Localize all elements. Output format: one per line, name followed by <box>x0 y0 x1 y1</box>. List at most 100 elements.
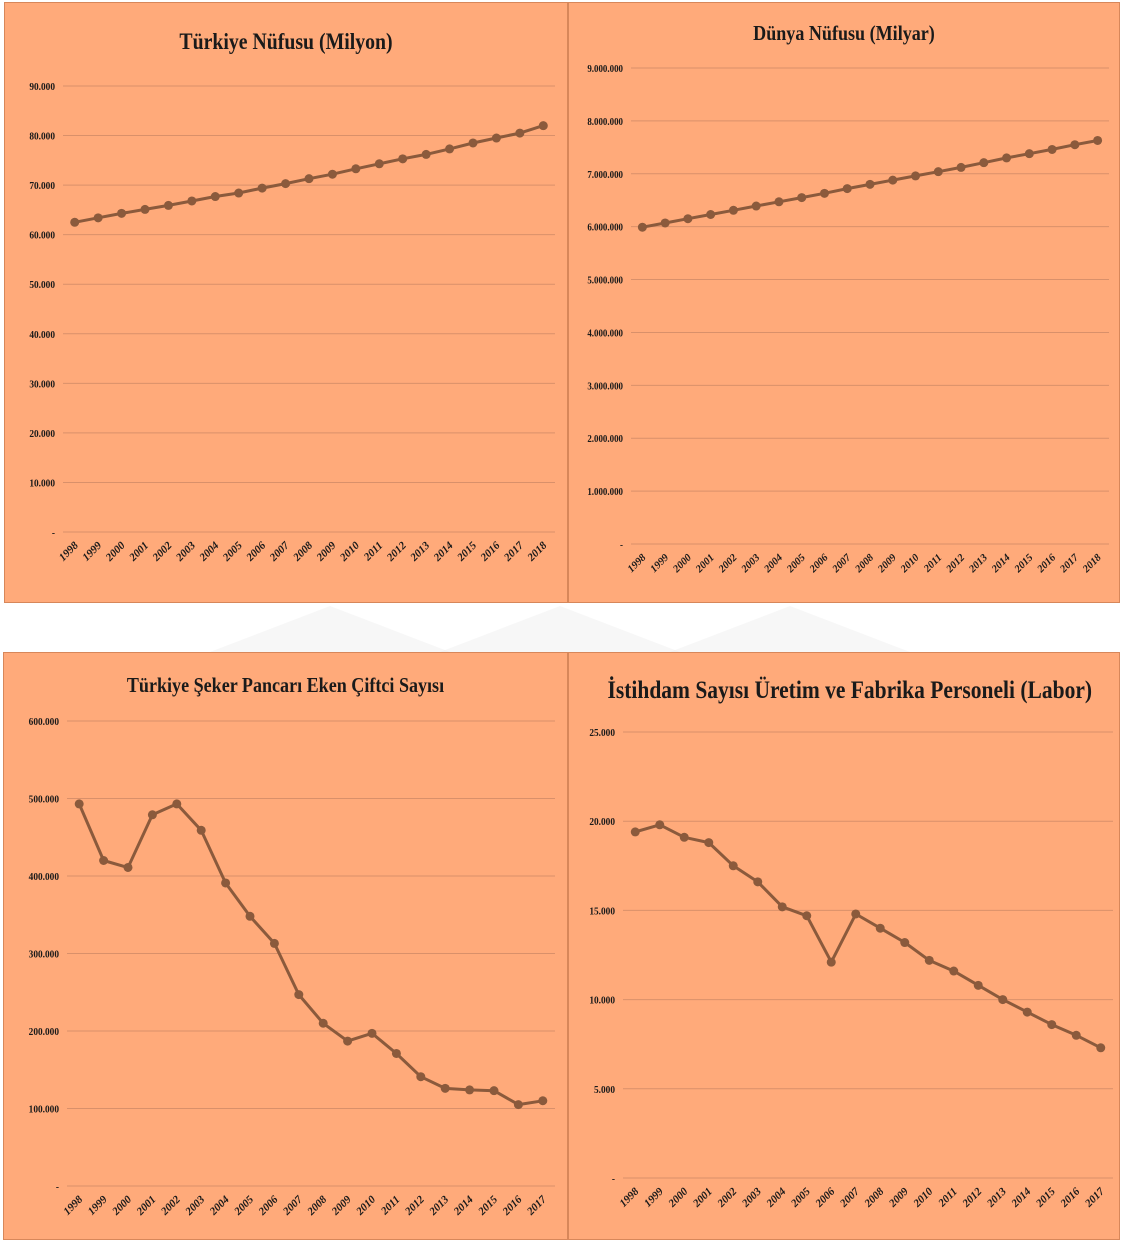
x-tick-label: 2003 <box>739 552 762 575</box>
x-tick-label: 2006 <box>244 539 269 564</box>
y-tick-label: 500.000 <box>29 794 59 806</box>
data-point <box>123 862 133 872</box>
x-tick-label: 2012 <box>384 539 409 564</box>
data-point <box>257 183 267 193</box>
data-point <box>93 213 103 223</box>
data-point <box>728 205 738 215</box>
x-tick-label: 2006 <box>813 1185 838 1210</box>
x-tick-label: 2017 <box>1058 552 1082 576</box>
y-tick-label: 15.000 <box>589 906 615 918</box>
x-tick-label: 2008 <box>305 1193 330 1218</box>
data-point <box>416 1072 426 1082</box>
y-tick-label: 4.000.000 <box>587 328 623 340</box>
y-tick-label: 20.000 <box>29 428 55 440</box>
data-point <box>304 174 314 184</box>
x-tick-label: 2007 <box>830 552 854 576</box>
x-tick-label: 2017 <box>524 1193 549 1218</box>
y-tick-label: 9.000.000 <box>587 63 623 75</box>
y-tick-label: 7.000.000 <box>587 169 623 181</box>
watermark-shape-left <box>210 606 450 652</box>
chart-title: İstihdam Sayısı Üretim ve Fabrika Person… <box>607 677 1093 704</box>
x-tick-label: 2015 <box>475 1193 500 1218</box>
data-point <box>637 222 647 232</box>
x-tick-label: 2012 <box>402 1193 427 1218</box>
x-tick-label: 2003 <box>739 1185 764 1210</box>
x-tick-label: 2003 <box>173 539 198 564</box>
data-point <box>753 877 763 887</box>
x-tick-label: 2005 <box>788 1185 813 1210</box>
x-tick-label: 2001 <box>134 1194 159 1219</box>
chart-title: Türkiye Nüfusu (Milyon) <box>179 29 393 54</box>
data-point <box>1071 1030 1081 1040</box>
data-point <box>187 196 197 206</box>
x-tick-label: 2002 <box>715 1185 740 1210</box>
data-point <box>802 911 812 921</box>
x-tick-label: 2017 <box>1082 1185 1107 1210</box>
data-point <box>99 856 109 865</box>
x-tick-label: 2013 <box>408 539 433 564</box>
x-tick-label: 2016 <box>500 1193 525 1218</box>
data-point <box>440 1083 450 1093</box>
data-point <box>538 1096 548 1106</box>
x-tick-label: 2000 <box>109 1193 134 1218</box>
y-tick-label: - <box>620 539 623 551</box>
x-tick-label: 2014 <box>451 1193 476 1218</box>
series-line <box>634 823 1102 1050</box>
x-tick-label: 2006 <box>256 1193 281 1218</box>
chart-title: Dünya Nüfusu (Milyar) <box>753 21 935 45</box>
data-point <box>956 162 966 172</box>
line-chart: - 100.000 200.000 300.000 400.000 500.000 600.… <box>29 716 555 1219</box>
data-point <box>1047 144 1057 154</box>
y-tick-label: - <box>612 1173 616 1185</box>
data-point <box>1002 153 1012 163</box>
x-tick-label: 1999 <box>649 552 672 575</box>
data-point <box>489 1086 499 1096</box>
y-tick-label: 3.000.000 <box>587 381 623 393</box>
x-tick-label: 2009 <box>886 1185 911 1210</box>
data-point <box>172 799 182 809</box>
data-point <box>851 909 861 919</box>
chart-panel-istihdam-sayisi: İstihdam Sayısı Üretim ve Fabrika Person… <box>568 652 1120 1240</box>
data-point <box>234 188 244 198</box>
x-tick-label: 2013 <box>984 1185 1009 1210</box>
x-tick-label: 2000 <box>671 552 695 576</box>
data-point <box>196 825 206 835</box>
x-tick-label: 2006 <box>807 552 831 576</box>
data-point <box>117 208 127 218</box>
y-tick-label: 90.000 <box>29 81 55 93</box>
x-tick-label: 1998 <box>626 552 649 575</box>
line-chart: - 1.000.000 2.000.000 3.000.000 4.000.000 5.0… <box>587 63 1109 576</box>
x-tick-label: 2002 <box>158 1193 183 1218</box>
data-point <box>998 995 1008 1005</box>
data-point <box>513 1100 523 1110</box>
chart-panel-turkiye-nufusu: Türkiye Nüfusu (Milyon) - 10.000 20.000 30.… <box>4 2 568 603</box>
data-point <box>491 133 501 143</box>
x-tick-label: 2015 <box>454 539 479 564</box>
x-tick-label: 2011 <box>936 1186 960 1210</box>
x-tick-label: 1999 <box>80 539 104 563</box>
x-tick-label: 2001 <box>690 1186 715 1211</box>
chart-panel-dunya-nufusu: Dünya Nüfusu (Milyar) - 1.000.000 2.000.00… <box>568 2 1120 603</box>
y-tick-label: 60.000 <box>29 230 55 242</box>
y-tick-label: 10.000 <box>589 995 615 1007</box>
data-point <box>1024 149 1034 159</box>
x-tick-label: 2012 <box>960 1185 985 1210</box>
data-point <box>911 171 921 181</box>
data-point <box>819 188 829 198</box>
x-tick-label: 1998 <box>617 1185 641 1209</box>
x-tick-label: 2005 <box>785 552 808 575</box>
data-point <box>875 923 885 933</box>
x-tick-label: 2007 <box>280 1193 305 1218</box>
x-tick-label: 2008 <box>290 539 315 564</box>
data-point <box>973 980 983 990</box>
y-tick-label: 70.000 <box>29 180 55 192</box>
x-tick-label: 2015 <box>1012 552 1035 575</box>
data-point <box>367 1028 377 1038</box>
watermark-shape-right <box>670 606 910 652</box>
x-tick-label: 2013 <box>427 1193 452 1218</box>
y-tick-label: 200.000 <box>29 1026 59 1038</box>
data-point <box>751 201 761 211</box>
data-point <box>1096 1043 1106 1053</box>
y-tick-label: - <box>52 527 56 539</box>
data-point <box>655 820 665 830</box>
